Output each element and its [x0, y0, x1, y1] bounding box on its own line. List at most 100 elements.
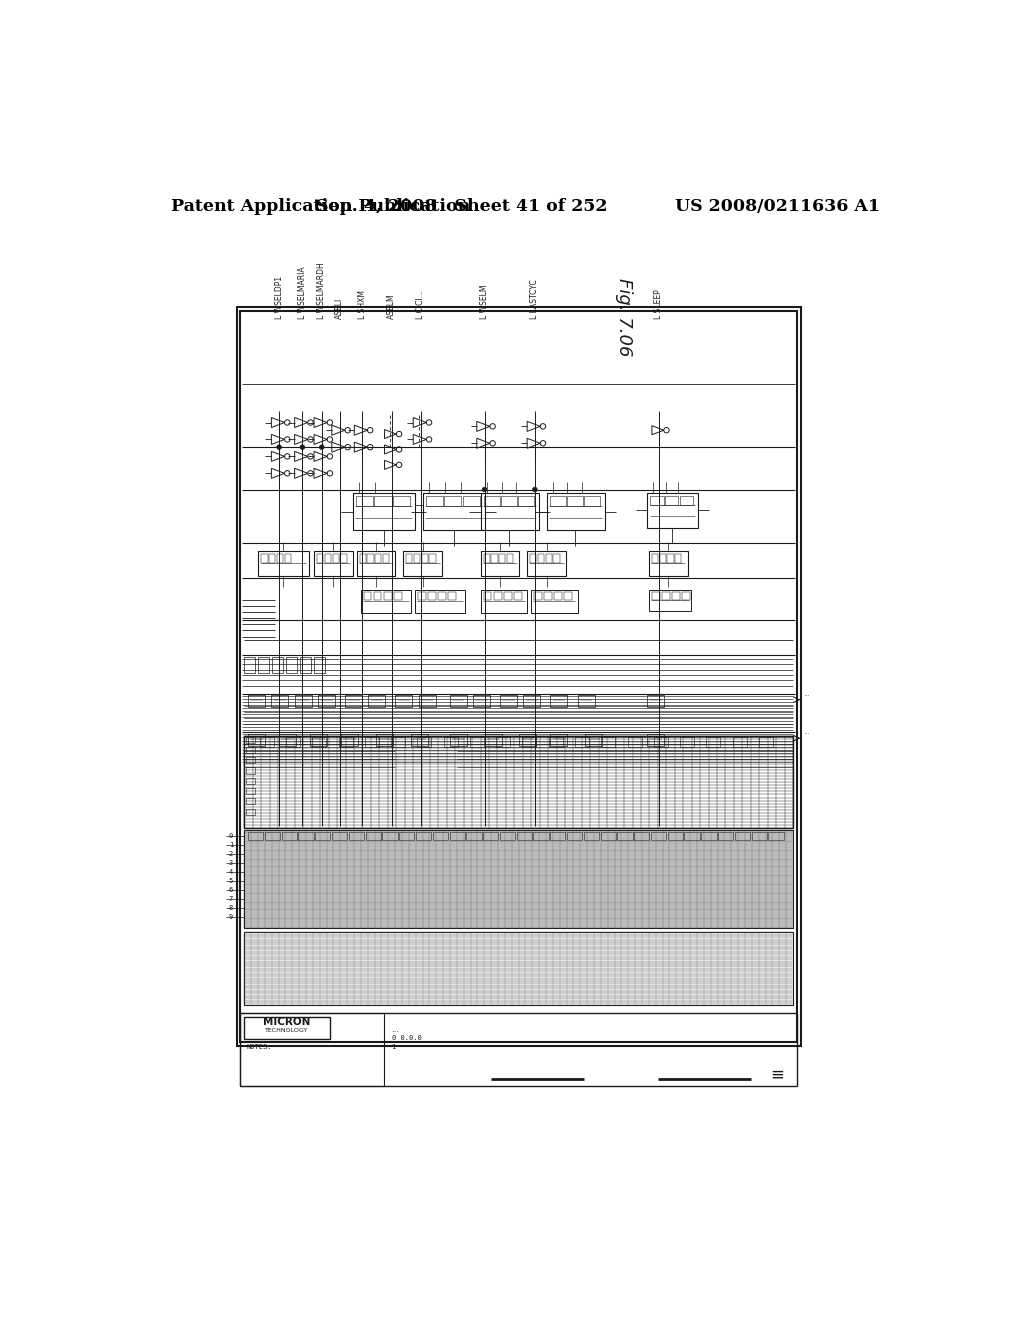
- Bar: [652, 591, 659, 599]
- Bar: [601, 832, 615, 840]
- Text: 1: 1: [229, 842, 233, 847]
- Text: L CICI...: L CICI...: [417, 290, 425, 318]
- Text: Patent Application Publication: Patent Application Publication: [171, 198, 470, 215]
- Bar: [443, 738, 458, 747]
- Bar: [586, 734, 602, 746]
- Bar: [360, 590, 411, 612]
- Bar: [718, 832, 733, 840]
- Bar: [325, 554, 331, 562]
- Bar: [269, 554, 275, 562]
- Bar: [422, 554, 428, 562]
- Bar: [768, 832, 783, 840]
- Text: Sep. 4, 2008   Sheet 41 of 252: Sep. 4, 2008 Sheet 41 of 252: [315, 198, 607, 215]
- Bar: [584, 496, 600, 506]
- Circle shape: [276, 445, 282, 449]
- Bar: [317, 696, 335, 708]
- Bar: [315, 832, 331, 840]
- Bar: [260, 738, 273, 747]
- Bar: [245, 932, 793, 1006]
- Bar: [415, 590, 465, 612]
- Bar: [544, 591, 552, 601]
- Bar: [332, 832, 347, 840]
- Bar: [523, 696, 541, 708]
- Bar: [444, 496, 461, 506]
- Bar: [531, 590, 578, 612]
- Text: ...: ...: [805, 730, 810, 735]
- Bar: [258, 657, 269, 673]
- Text: L WSELMARDH: L WSELMARDH: [317, 261, 327, 318]
- Bar: [345, 696, 362, 708]
- Bar: [647, 734, 665, 746]
- Bar: [245, 830, 793, 928]
- Bar: [341, 734, 358, 746]
- Bar: [245, 657, 255, 673]
- Bar: [517, 832, 531, 840]
- Text: 6: 6: [229, 887, 233, 892]
- Bar: [601, 738, 615, 747]
- Bar: [567, 832, 583, 840]
- Bar: [501, 496, 517, 506]
- Bar: [286, 738, 300, 747]
- Bar: [707, 738, 720, 747]
- Bar: [414, 554, 420, 562]
- Bar: [310, 734, 328, 746]
- Bar: [650, 496, 664, 506]
- Bar: [584, 832, 599, 840]
- Text: ...: ...: [805, 692, 810, 697]
- Bar: [534, 832, 549, 840]
- Bar: [271, 696, 289, 708]
- Bar: [507, 554, 513, 562]
- Bar: [423, 494, 484, 531]
- Bar: [394, 591, 401, 601]
- Bar: [285, 554, 291, 562]
- Text: ASELI: ASELI: [335, 297, 344, 318]
- Bar: [497, 738, 510, 747]
- Bar: [651, 832, 667, 840]
- Bar: [480, 494, 539, 531]
- Bar: [547, 494, 604, 531]
- Bar: [628, 738, 641, 747]
- Text: ...: ...: [391, 1024, 399, 1034]
- Bar: [538, 554, 544, 562]
- Text: L WSELMARIA: L WSELMARIA: [298, 265, 307, 318]
- Bar: [672, 591, 680, 599]
- Bar: [466, 832, 481, 840]
- Bar: [480, 552, 519, 576]
- Bar: [652, 554, 658, 562]
- Bar: [647, 696, 665, 708]
- Bar: [518, 496, 535, 506]
- Text: L WSELM: L WSELM: [480, 284, 489, 318]
- Bar: [366, 832, 381, 840]
- Text: 0 0.0.0: 0 0.0.0: [391, 1035, 421, 1040]
- Bar: [365, 738, 379, 747]
- Bar: [649, 552, 687, 576]
- Bar: [575, 738, 589, 747]
- Bar: [340, 554, 346, 562]
- Bar: [248, 696, 265, 708]
- Bar: [429, 554, 435, 562]
- Bar: [659, 554, 666, 562]
- Text: 8: 8: [229, 904, 233, 911]
- Text: L WSELDP1: L WSELDP1: [274, 276, 284, 318]
- Bar: [684, 832, 699, 840]
- Bar: [554, 591, 562, 601]
- Bar: [735, 832, 751, 840]
- Bar: [527, 552, 566, 576]
- Text: L SHXM: L SHXM: [357, 289, 367, 318]
- Text: L LASTCYC: L LASTCYC: [530, 279, 540, 318]
- Bar: [411, 734, 428, 746]
- Bar: [665, 496, 678, 506]
- Bar: [732, 738, 746, 747]
- Bar: [418, 738, 431, 747]
- Bar: [649, 590, 691, 611]
- Bar: [391, 738, 406, 747]
- Bar: [752, 832, 767, 840]
- Bar: [246, 737, 255, 743]
- Text: MICRON: MICRON: [263, 1018, 310, 1027]
- Bar: [395, 696, 413, 708]
- Bar: [375, 554, 381, 562]
- Text: ≡: ≡: [770, 1065, 784, 1084]
- Text: NOTES:: NOTES:: [247, 1044, 272, 1049]
- Bar: [407, 554, 413, 562]
- Bar: [314, 552, 352, 576]
